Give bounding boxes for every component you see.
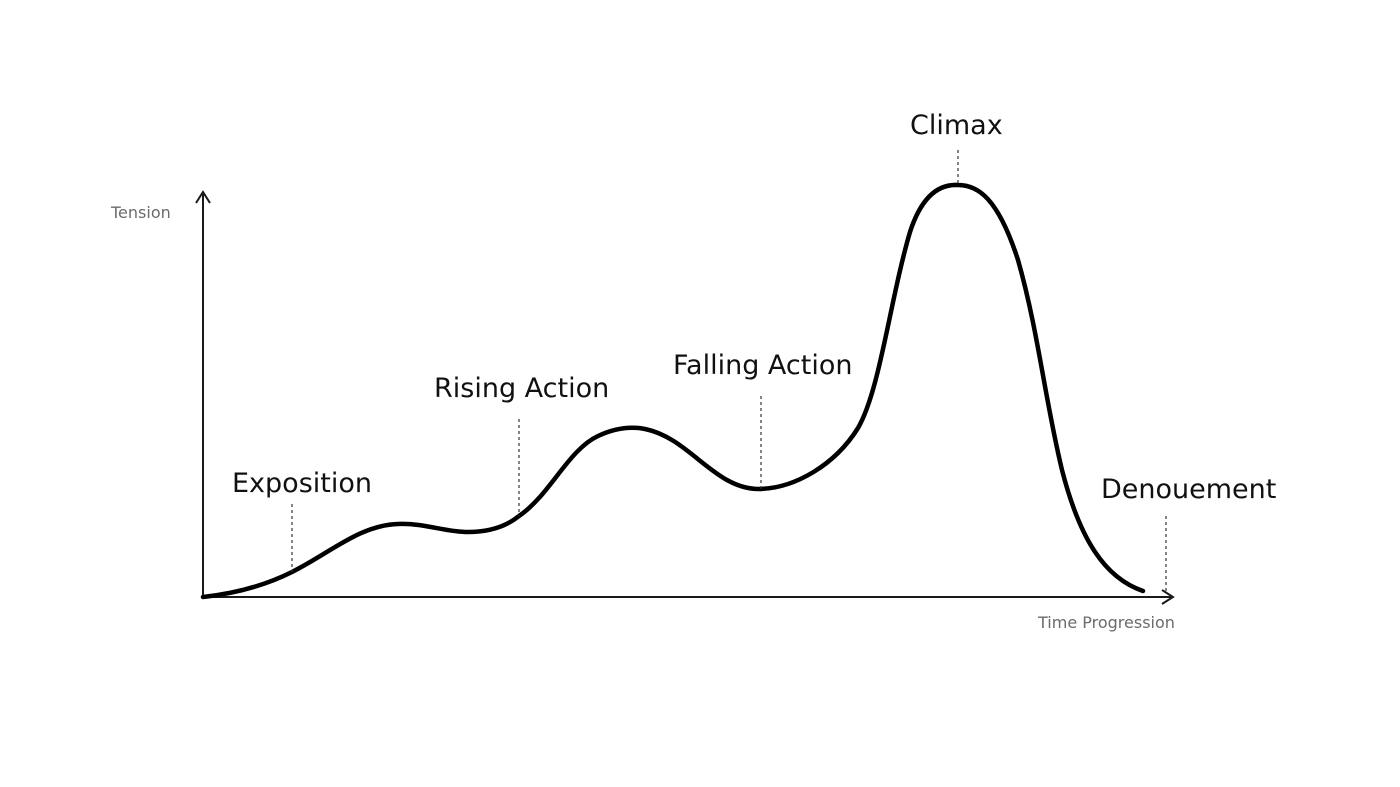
- y-axis-label: Tension: [110, 203, 171, 222]
- stage-label-climax: Climax: [910, 110, 1003, 141]
- tension-curve: [200, 182, 1146, 600]
- y-axis-arrow-icon: [195, 190, 211, 204]
- y-axis: [195, 190, 211, 597]
- stage-label-rising-action: Rising Action: [434, 373, 609, 404]
- stage-label-denouement: Denouement: [1101, 474, 1276, 505]
- stage-label-falling-action: Falling Action: [673, 350, 853, 381]
- stage-label-exposition: Exposition: [232, 468, 372, 499]
- x-axis-label: Time Progression: [1037, 613, 1175, 632]
- x-axis: [203, 589, 1175, 605]
- x-axis-arrow-icon: [1161, 589, 1175, 605]
